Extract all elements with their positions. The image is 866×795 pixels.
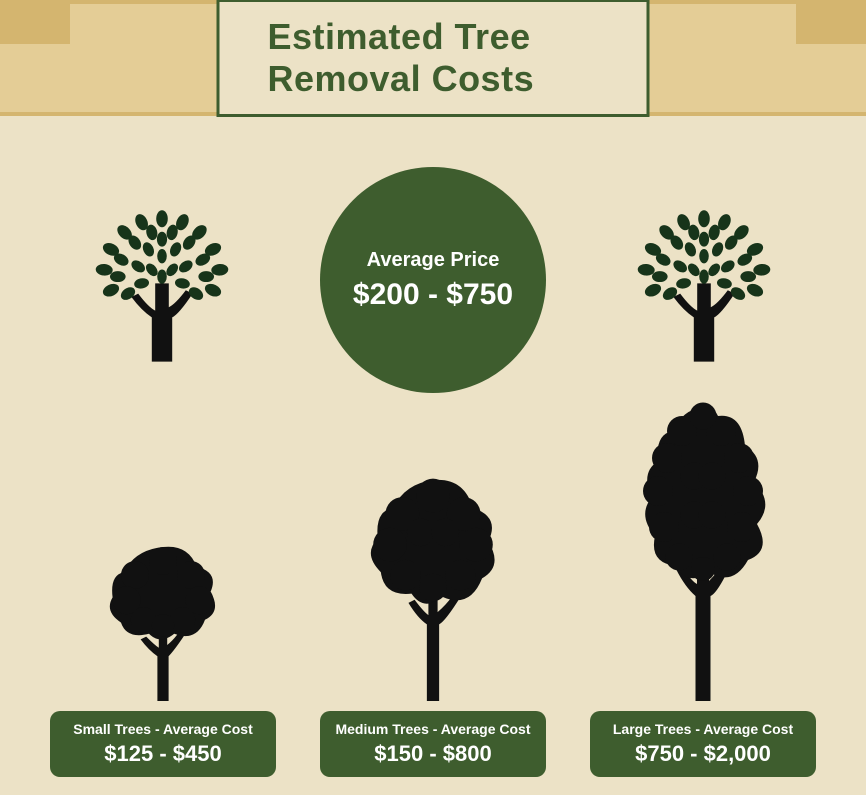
average-price-value: $200 - $750 [353,278,513,312]
cost-box-small: Small Trees - Average Cost $125 - $450 [50,711,276,777]
category-large: Large Trees - Average Cost $750 - $2,000 [573,401,833,777]
leafy-tree-icon [619,195,789,365]
average-price-circle: Average Price $200 - $750 [320,167,546,393]
header-banner: Estimated Tree Removal Costs [0,0,866,116]
page-title: Estimated Tree Removal Costs [268,16,599,100]
cost-box-large: Large Trees - Average Cost $750 - $2,000 [590,711,816,777]
leafy-tree-icon [77,195,247,365]
cost-price: $750 - $2,000 [604,741,802,767]
category-small: Small Trees - Average Cost $125 - $450 [33,401,293,777]
large-tree-icon [613,401,793,701]
medium-tree-icon [353,401,513,701]
cost-label: Medium Trees - Average Cost [334,721,532,737]
cost-price: $150 - $800 [334,741,532,767]
cost-label: Large Trees - Average Cost [604,721,802,737]
cost-box-medium: Medium Trees - Average Cost $150 - $800 [320,711,546,777]
cost-price: $125 - $450 [64,741,262,767]
categories-row: Small Trees - Average Cost $125 - $450 M… [0,401,866,777]
title-box: Estimated Tree Removal Costs [217,0,650,117]
top-row: Average Price $200 - $750 [0,170,866,390]
average-price-label: Average Price [367,249,500,272]
small-tree-icon [93,401,233,701]
cost-label: Small Trees - Average Cost [64,721,262,737]
category-medium: Medium Trees - Average Cost $150 - $800 [303,401,563,777]
